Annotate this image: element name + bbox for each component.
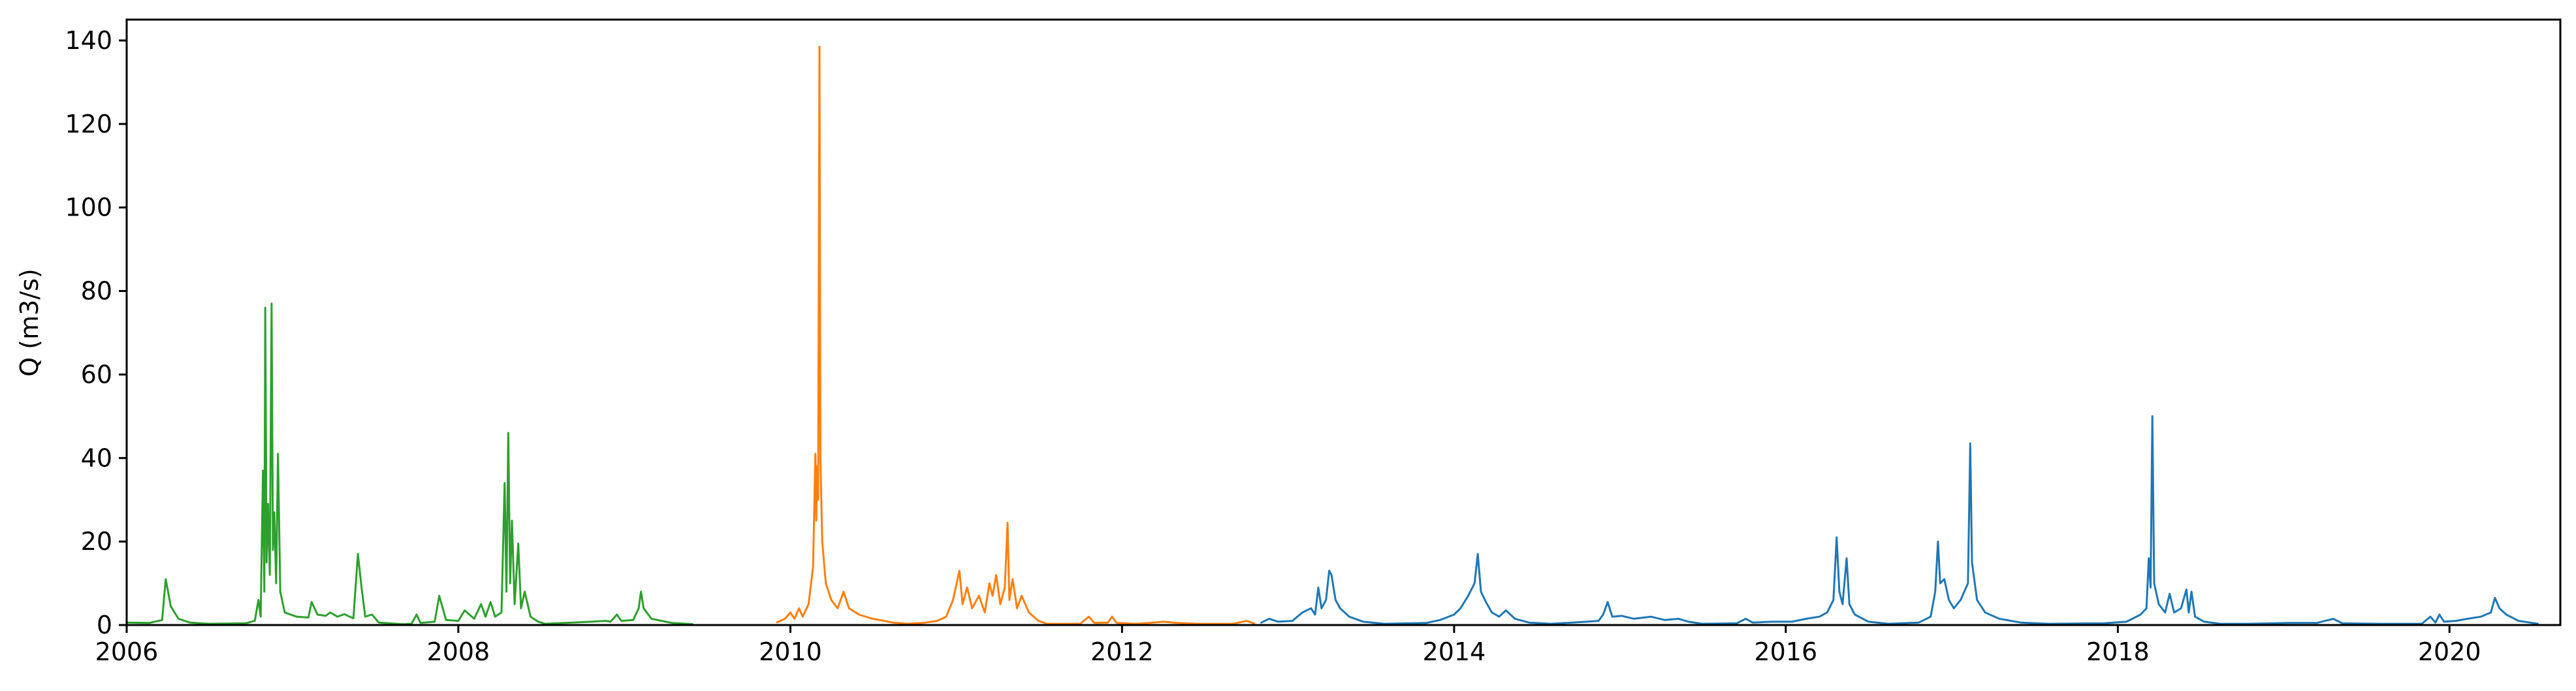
y-axis-label: Q (m3/s) [15,268,44,376]
y-tick-label: 120 [65,110,112,138]
x-tick-label: 2006 [95,637,159,666]
x-tick-label: 2008 [427,637,490,666]
y-tick-label: 0 [97,611,112,639]
y-tick-label: 100 [65,193,112,222]
series-line-1 [126,302,693,626]
y-tick-label: 20 [81,527,112,556]
series-layer [126,46,2539,626]
y-tick-label: 40 [81,443,112,472]
y-tick-label: 80 [81,277,112,306]
series-line-3 [1260,415,2539,625]
axis-layer: 0 20 40 60 80 100 120 140 2006 2008 2010 2012 2014 20… [65,26,2481,666]
x-tick-label: 2012 [1090,637,1154,666]
y-tick-label: 60 [81,360,112,389]
series-line-2 [776,46,1256,625]
x-tick-label: 2010 [759,637,822,666]
x-tick-label: 2016 [1754,637,1817,666]
x-tick-label: 2014 [1423,637,1486,666]
y-tick-label: 140 [65,26,112,55]
x-tick-label: 2018 [2086,637,2150,666]
x-tick-label: 2020 [2418,637,2481,666]
plot-area-frame [125,18,2562,626]
